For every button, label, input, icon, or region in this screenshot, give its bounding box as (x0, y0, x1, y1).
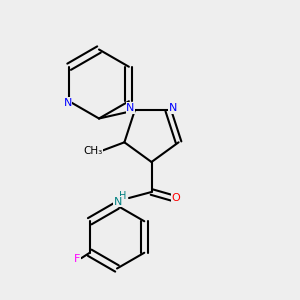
Text: N: N (113, 196, 122, 207)
Text: N: N (126, 103, 134, 113)
Text: O: O (172, 193, 181, 203)
Text: N: N (169, 103, 177, 113)
Text: F: F (74, 254, 80, 264)
Text: H: H (119, 191, 127, 202)
Text: CH₃: CH₃ (83, 146, 103, 156)
Text: N: N (63, 98, 72, 108)
